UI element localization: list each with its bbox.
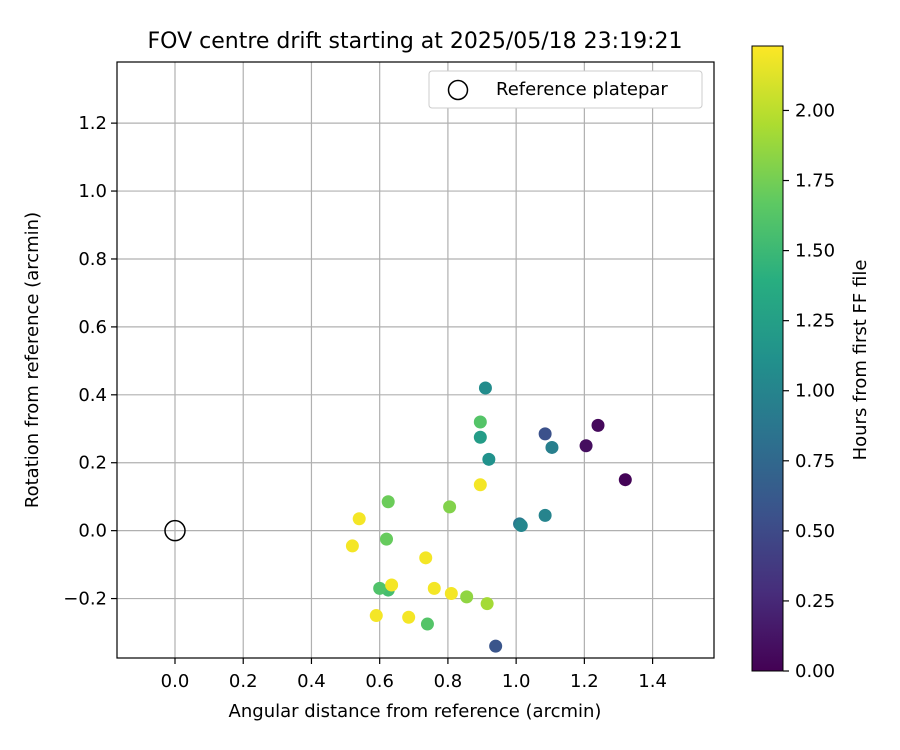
colorbar-gradient <box>751 45 784 672</box>
colorbar-tick-label: 0.75 <box>795 451 835 472</box>
colorbar-tick-label: 0.00 <box>795 661 835 682</box>
colorbar: 0.00 0.25 0.50 0.75 1.00 1.25 1.50 1.75 2.00 Hou… <box>751 45 871 682</box>
data-point <box>591 418 605 432</box>
colorbar-tick-label: 1.00 <box>795 381 835 402</box>
data-point <box>420 617 434 631</box>
data-points <box>345 381 632 653</box>
data-point <box>381 495 395 509</box>
colorbar-tick-label: 1.75 <box>795 171 835 192</box>
data-point <box>473 430 487 444</box>
x-tick-label: 1.4 <box>638 671 667 692</box>
data-point <box>419 551 433 565</box>
data-point <box>514 519 528 533</box>
reference-point-marker <box>164 519 186 542</box>
colorbar-label: Hours from first FF file <box>850 260 871 461</box>
y-tick-label: 0.6 <box>78 317 107 338</box>
y-tick-label: 0.4 <box>78 385 107 406</box>
data-point <box>489 639 503 653</box>
y-tick-label: 0.2 <box>78 453 107 474</box>
data-point <box>380 532 394 546</box>
data-point <box>369 609 383 623</box>
colorbar-tick-label: 1.25 <box>795 311 835 332</box>
y-tick-label: 1.0 <box>78 181 107 202</box>
colorbar-tick-label: 2.00 <box>795 100 835 121</box>
legend-entry-label: Reference platepar <box>496 79 668 100</box>
data-point <box>538 508 552 522</box>
data-point <box>345 539 359 553</box>
colorbar-tick-label: 0.25 <box>795 591 835 612</box>
plot-frame <box>116 61 715 659</box>
y-tick-label: 0.8 <box>78 249 107 270</box>
data-point <box>478 381 492 395</box>
x-tick-label: 0.6 <box>365 671 394 692</box>
x-tick-label: 1.2 <box>570 671 599 692</box>
data-point <box>538 427 552 441</box>
x-axis-label: Angular distance from reference (arcmin) <box>229 701 602 722</box>
y-tick-label: −0.2 <box>63 589 107 610</box>
data-point <box>579 439 593 453</box>
data-point <box>427 581 441 595</box>
grid-lines <box>117 62 714 658</box>
data-point <box>352 512 366 526</box>
data-point <box>618 473 632 487</box>
x-axis-ticks: 0.0 0.2 0.4 0.6 0.8 1.0 1.2 1.4 <box>161 658 667 692</box>
colorbar-tick-label: 1.50 <box>795 241 835 262</box>
x-tick-label: 0.4 <box>297 671 326 692</box>
data-point <box>482 452 496 466</box>
reference-marker-group <box>164 519 186 542</box>
data-point <box>402 610 416 624</box>
x-tick-label: 1.0 <box>502 671 531 692</box>
y-axis-ticks: −0.2 0.0 0.2 0.4 0.6 0.8 1.0 1.2 <box>63 113 117 610</box>
data-point <box>480 597 494 611</box>
data-point <box>444 586 458 600</box>
data-point <box>473 415 487 429</box>
y-axis-label: Rotation from reference (arcmin) <box>22 212 43 508</box>
y-tick-label: 0.0 <box>78 521 107 542</box>
chart-title: FOV centre drift starting at 2025/05/18 … <box>148 29 683 54</box>
colorbar-ticks: 0.00 0.25 0.50 0.75 1.00 1.25 1.50 1.75 2.00 <box>783 100 835 682</box>
legend-box <box>428 70 703 109</box>
colorbar-tick-label: 0.50 <box>795 521 835 542</box>
y-tick-label: 1.2 <box>78 113 107 134</box>
data-point <box>545 440 559 454</box>
data-point <box>460 590 474 604</box>
data-point <box>385 578 399 592</box>
data-point <box>473 478 487 492</box>
legend: Reference platepar <box>428 70 703 109</box>
x-tick-label: 0.0 <box>161 671 190 692</box>
x-tick-label: 0.2 <box>229 671 258 692</box>
x-tick-label: 0.8 <box>434 671 463 692</box>
legend-reference-marker <box>447 79 469 101</box>
data-point <box>373 581 387 595</box>
data-point <box>443 500 457 514</box>
